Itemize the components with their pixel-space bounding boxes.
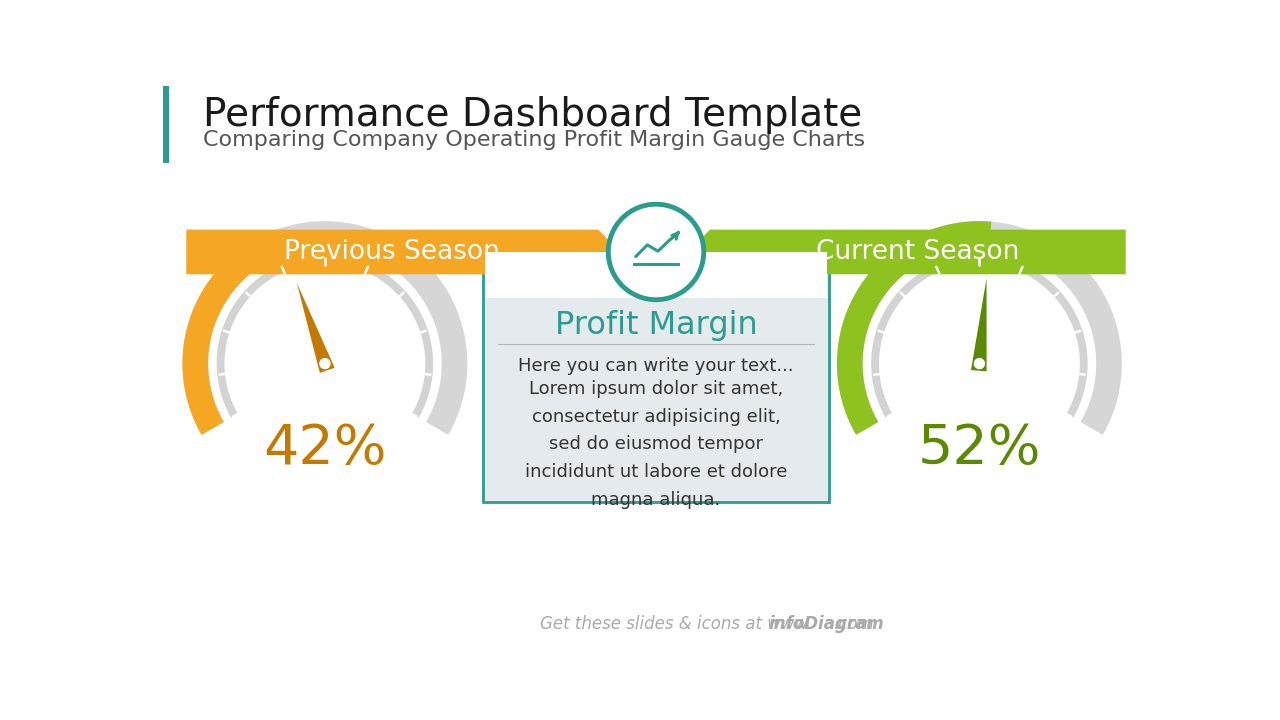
Wedge shape <box>216 256 433 418</box>
Polygon shape <box>972 279 987 372</box>
Wedge shape <box>837 221 1121 435</box>
Wedge shape <box>837 221 991 435</box>
Circle shape <box>319 358 330 369</box>
Text: 52%: 52% <box>918 422 1041 476</box>
Text: Current Season: Current Season <box>817 239 1019 265</box>
Text: Performance Dashboard Template: Performance Dashboard Template <box>204 96 863 134</box>
Text: 42%: 42% <box>264 422 387 476</box>
FancyBboxPatch shape <box>164 86 169 163</box>
Wedge shape <box>872 256 1088 418</box>
Text: .com: .com <box>833 615 874 633</box>
Polygon shape <box>689 230 1125 274</box>
Polygon shape <box>187 230 620 274</box>
Text: Previous Season: Previous Season <box>284 239 500 265</box>
Wedge shape <box>183 229 287 435</box>
Text: Get these slides & icons at www.: Get these slides & icons at www. <box>540 615 813 633</box>
Text: Comparing Company Operating Profit Margin Gauge Charts: Comparing Company Operating Profit Margi… <box>204 130 865 150</box>
FancyBboxPatch shape <box>483 260 829 503</box>
FancyBboxPatch shape <box>485 252 827 298</box>
Wedge shape <box>183 221 467 435</box>
Polygon shape <box>297 283 334 373</box>
Circle shape <box>974 358 986 369</box>
Text: Lorem ipsum dolor sit amet,
consectetur adipisicing elit,
sed do eiusmod tempor
: Lorem ipsum dolor sit amet, consectetur … <box>525 380 787 509</box>
Text: Profit Margin: Profit Margin <box>554 310 758 341</box>
Text: Here you can write your text...: Here you can write your text... <box>518 357 794 375</box>
Text: infoDiagram: infoDiagram <box>768 615 884 633</box>
Circle shape <box>608 204 704 300</box>
